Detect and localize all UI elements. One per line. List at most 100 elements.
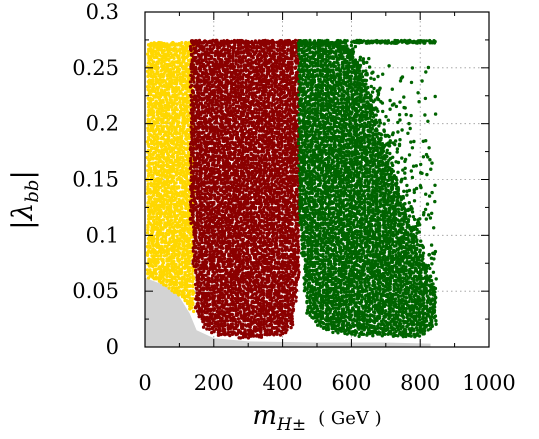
data-point xyxy=(161,279,165,284)
data-point xyxy=(196,126,201,130)
data-point xyxy=(185,282,189,286)
data-point xyxy=(221,277,225,281)
data-point xyxy=(166,50,170,54)
data-point xyxy=(175,102,179,106)
data-point xyxy=(149,170,153,174)
data-point xyxy=(159,277,163,281)
data-point xyxy=(161,74,165,79)
data-point xyxy=(210,246,214,250)
data-point xyxy=(217,134,221,139)
data-point xyxy=(219,90,224,94)
data-point xyxy=(147,102,151,107)
data-point xyxy=(199,67,203,72)
data-point xyxy=(195,172,199,176)
data-point xyxy=(169,55,173,60)
data-point xyxy=(259,97,263,102)
data-point xyxy=(146,126,150,130)
data-point xyxy=(169,279,173,284)
data-point xyxy=(162,163,166,168)
data-point xyxy=(145,231,150,235)
data-point xyxy=(258,220,263,224)
data-point xyxy=(150,79,155,84)
data-point xyxy=(251,312,255,316)
data-point xyxy=(153,150,158,155)
data-point xyxy=(151,211,156,216)
data-point xyxy=(146,185,150,189)
data-point xyxy=(254,158,258,162)
data-point xyxy=(157,107,161,112)
data-point xyxy=(153,95,157,99)
data-point xyxy=(182,126,186,130)
data-point xyxy=(226,280,230,284)
data-point xyxy=(162,170,166,174)
data-point xyxy=(158,94,163,99)
data-point xyxy=(145,268,150,272)
data-point xyxy=(241,51,246,55)
data-point xyxy=(180,206,184,211)
data-point xyxy=(246,299,250,303)
data-point xyxy=(228,303,232,307)
data-point xyxy=(191,302,195,307)
data-point xyxy=(164,283,168,288)
data-point xyxy=(177,113,182,118)
data-point xyxy=(151,152,155,157)
data-point xyxy=(167,58,171,62)
data-point xyxy=(191,147,195,152)
data-point xyxy=(177,131,182,136)
data-point xyxy=(236,169,240,173)
data-point xyxy=(161,108,165,113)
data-point xyxy=(182,111,187,116)
data-point xyxy=(166,53,171,58)
data-point xyxy=(146,225,150,229)
data-point xyxy=(172,290,177,294)
data-point xyxy=(174,173,179,177)
data-point xyxy=(231,102,235,107)
data-point xyxy=(205,267,209,271)
data-point xyxy=(149,205,153,209)
data-point xyxy=(204,253,208,258)
data-point xyxy=(158,199,163,204)
data-point xyxy=(156,137,160,141)
data-point xyxy=(151,70,155,74)
data-point xyxy=(151,173,155,177)
data-point xyxy=(240,223,245,227)
data-point xyxy=(212,167,216,171)
data-point xyxy=(233,156,237,160)
data-point xyxy=(225,228,229,232)
data-point xyxy=(162,269,166,274)
data-point xyxy=(241,257,246,262)
data-point xyxy=(182,254,187,258)
data-point xyxy=(228,231,233,236)
data-point xyxy=(200,256,204,261)
data-point xyxy=(254,292,258,297)
data-point xyxy=(151,215,156,219)
data-point xyxy=(157,149,161,154)
data-point xyxy=(191,63,196,67)
data-point xyxy=(169,202,173,206)
data-point xyxy=(154,82,158,86)
data-point xyxy=(151,264,155,269)
data-point xyxy=(241,77,245,81)
data-point xyxy=(195,151,199,155)
data-point xyxy=(175,214,179,218)
data-point xyxy=(244,121,248,125)
data-point xyxy=(180,277,184,281)
data-point xyxy=(191,284,195,289)
data-point xyxy=(225,84,229,89)
data-point xyxy=(178,79,182,83)
data-point xyxy=(235,324,239,328)
data-point xyxy=(253,270,258,274)
data-point xyxy=(202,82,206,86)
data-point xyxy=(162,157,167,161)
data-point xyxy=(159,72,163,77)
data-point xyxy=(236,272,240,276)
data-point xyxy=(156,254,160,258)
data-point xyxy=(169,105,174,109)
data-point xyxy=(171,148,176,152)
data-point xyxy=(182,163,186,168)
data-point xyxy=(159,42,164,47)
data-point xyxy=(248,71,252,76)
data-point xyxy=(190,306,194,310)
data-point xyxy=(166,195,171,199)
